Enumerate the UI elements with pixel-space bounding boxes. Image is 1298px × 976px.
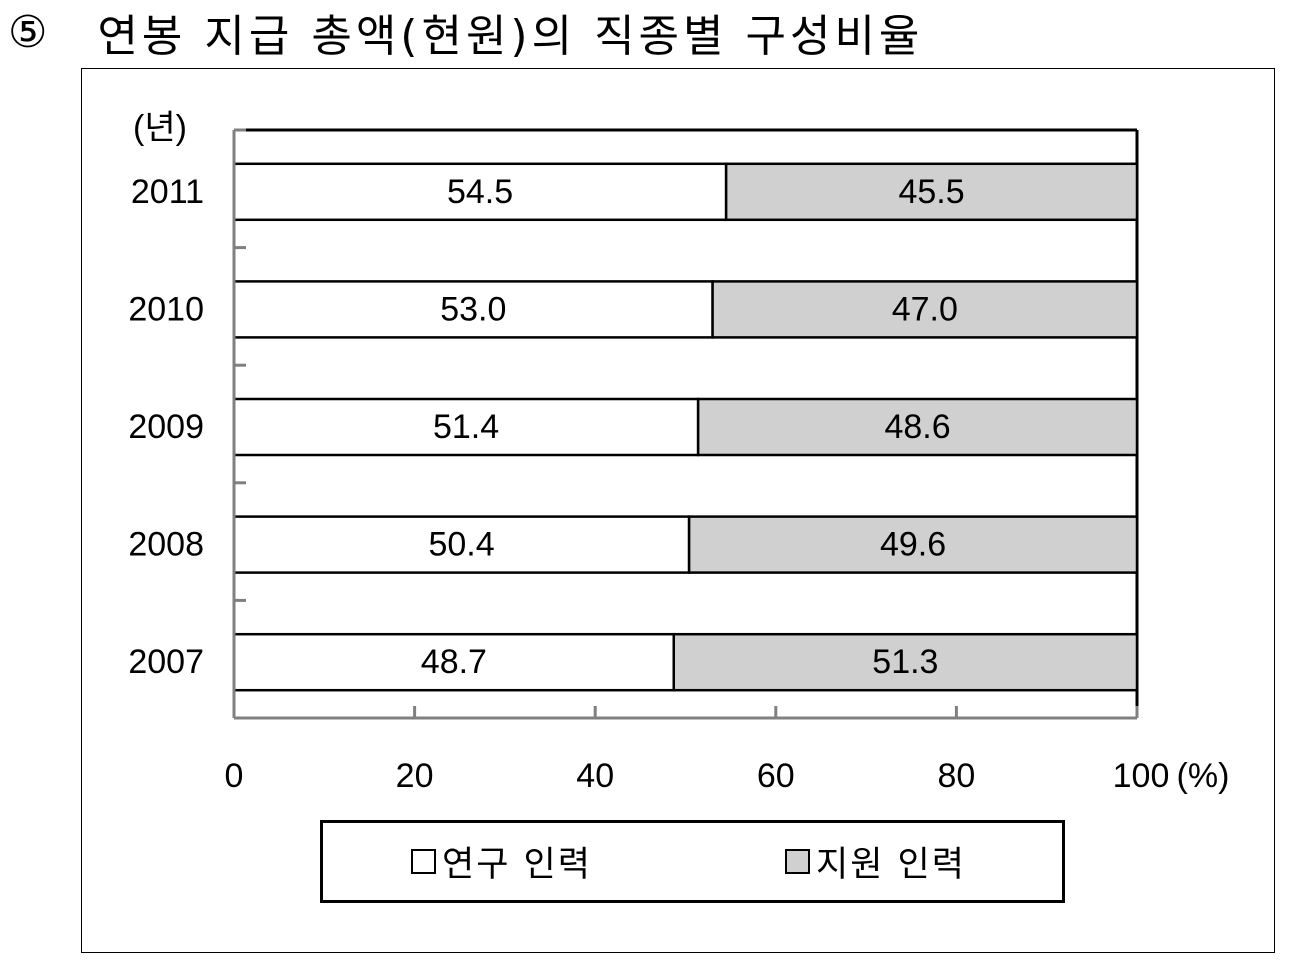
x-tick-label-80: 80 xyxy=(937,757,975,795)
page-title: 연봉 지급 총액(현원)의 직종별 구성비율 xyxy=(97,11,924,62)
bar-support-2010 xyxy=(711,280,1139,339)
data-label-research-2008: 50.4 xyxy=(428,526,494,564)
y-tick-label-2009: 2009 xyxy=(128,408,204,446)
legend-swatch-support xyxy=(785,849,810,874)
legend-label-research: 연구 인력 xyxy=(442,845,592,885)
bar-research-2008 xyxy=(232,515,691,574)
legend-swatch-research xyxy=(411,849,436,874)
y-tick-label-2011: 2011 xyxy=(131,173,204,211)
data-label-research-2007: 48.7 xyxy=(421,643,487,681)
data-label-research-2010: 53.0 xyxy=(440,290,506,328)
data-label-support-2008: 49.6 xyxy=(880,526,946,564)
chart-frame xyxy=(81,68,1275,953)
x-tick-label-100: 100 xyxy=(1113,757,1170,795)
bar-research-2009 xyxy=(232,397,700,457)
bar-support-2008 xyxy=(687,515,1139,574)
heading-number: ⑤ xyxy=(8,6,52,58)
x-axis-unit-label: (%) xyxy=(1177,757,1230,795)
legend-item-research: 연구 인력 xyxy=(411,823,592,900)
bar-support-2009 xyxy=(696,397,1139,457)
bar-support-2011 xyxy=(724,162,1139,222)
x-tick-label-60: 60 xyxy=(757,757,795,795)
bar-support-2007 xyxy=(672,632,1139,692)
x-tick-label-40: 40 xyxy=(576,757,614,795)
data-label-support-2007: 51.3 xyxy=(872,643,938,681)
legend-label-support: 지원 인력 xyxy=(816,845,966,885)
data-label-support-2009: 48.6 xyxy=(884,408,950,446)
chart-legend: 연구 인력 지원 인력 xyxy=(320,820,1065,903)
chart-heading: ⑤ 연봉 지급 총액(현원)의 직종별 구성비율 xyxy=(8,2,924,63)
y-tick-label-2008: 2008 xyxy=(128,526,204,564)
data-label-research-2009: 51.4 xyxy=(433,408,499,446)
x-tick-label-20: 20 xyxy=(396,757,434,795)
y-tick-label-2007: 2007 xyxy=(128,643,204,681)
x-tick-label-0: 0 xyxy=(225,757,244,795)
y-tick-label-2010: 2010 xyxy=(128,290,204,328)
data-label-support-2011: 45.5 xyxy=(898,173,964,211)
data-label-research-2011: 54.5 xyxy=(447,173,513,211)
legend-item-support: 지원 인력 xyxy=(785,823,966,900)
y-axis-unit-label: (년) xyxy=(133,109,187,147)
data-label-support-2010: 47.0 xyxy=(892,290,958,328)
